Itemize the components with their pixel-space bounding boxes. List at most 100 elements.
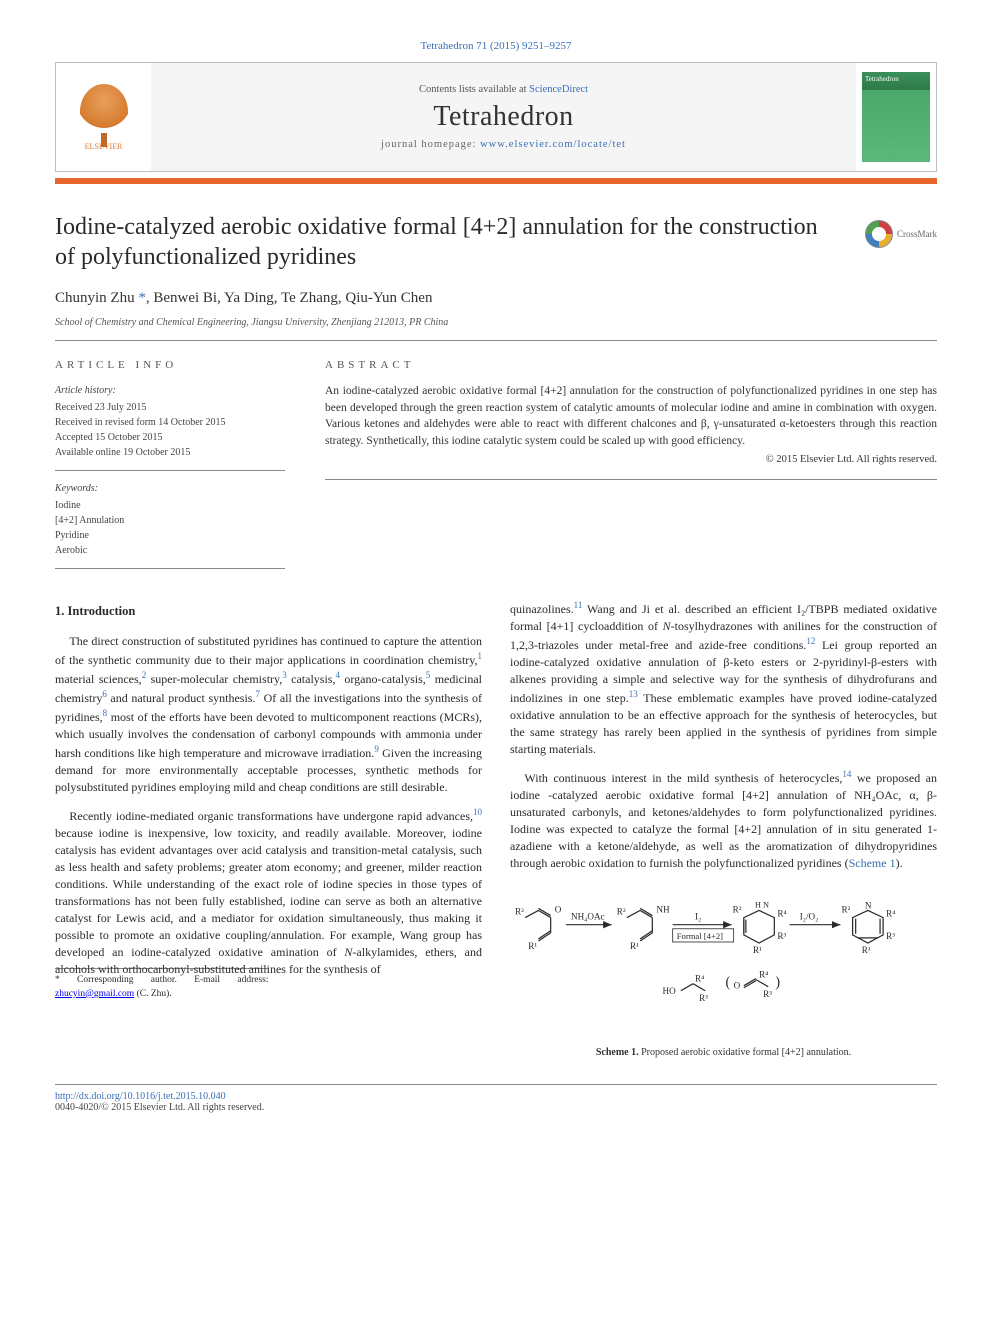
history-item: Received in revised form 14 October 2015 xyxy=(55,415,285,430)
sciencedirect-link[interactable]: ScienceDirect xyxy=(529,84,588,95)
keywords-title: Keywords: xyxy=(55,481,285,496)
svg-text:R²: R² xyxy=(515,907,524,917)
divider xyxy=(55,340,937,341)
affiliation: School of Chemistry and Chemical Enginee… xyxy=(55,317,937,328)
svg-text:HO: HO xyxy=(663,986,677,996)
journal-cover-thumb: Tetrahedron xyxy=(862,72,930,162)
svg-text:R²: R² xyxy=(733,905,742,915)
accent-bar xyxy=(55,178,937,184)
contents-line: Contents lists available at ScienceDirec… xyxy=(419,84,588,95)
authors-line: Chunyin Zhu *, Benwei Bi, Ya Ding, Te Zh… xyxy=(55,290,937,307)
keyword: Pyridine xyxy=(55,528,285,543)
svg-text:R³: R³ xyxy=(886,931,895,941)
arrow-1-label: NH₄OAc xyxy=(571,912,605,922)
svg-text:R³: R³ xyxy=(777,931,786,941)
ref-link-14[interactable]: 14 xyxy=(842,769,851,779)
ref-link-2[interactable]: 2 xyxy=(142,670,147,680)
homepage-line: journal homepage: www.elsevier.com/locat… xyxy=(381,139,626,150)
svg-text:R³: R³ xyxy=(699,993,708,1003)
svg-text:R¹: R¹ xyxy=(528,942,537,952)
abstract-label: abstract xyxy=(325,359,937,371)
scheme-1-svg: R² O R¹ NH₄OAc R² xyxy=(510,882,937,1035)
contents-prefix: Contents lists available at xyxy=(419,84,529,95)
elsevier-tree-icon xyxy=(80,84,128,139)
corr-email-link[interactable]: zhucyin@gmail.com xyxy=(55,989,134,999)
crossmark-label: CrossMark xyxy=(897,229,937,239)
scheme-1-link[interactable]: Scheme 1 xyxy=(849,856,896,870)
corr-tail: (C. Zhu). xyxy=(134,989,171,999)
svg-text:NH: NH xyxy=(656,905,670,915)
abstract-copyright: © 2015 Elsevier Ltd. All rights reserved… xyxy=(325,452,937,467)
corr-prefix: * Corresponding author. E-mail address: xyxy=(55,975,269,985)
page-footer: http://dx.doi.org/10.1016/j.tet.2015.10.… xyxy=(55,1084,937,1113)
svg-text:R¹: R¹ xyxy=(862,946,871,956)
author-1: Chunyin Zhu xyxy=(55,290,135,306)
ref-link-4[interactable]: 4 xyxy=(335,670,340,680)
citation-link[interactable]: Tetrahedron 71 (2015) 9251–9257 xyxy=(420,40,571,52)
body-paragraph: Recently iodine-mediated organic transfo… xyxy=(55,806,482,978)
svg-text:R⁴: R⁴ xyxy=(759,970,768,980)
svg-text:Formal [4+2]: Formal [4+2] xyxy=(677,931,723,941)
body-paragraph: With continuous interest in the mild syn… xyxy=(510,768,937,872)
svg-text:R¹: R¹ xyxy=(630,942,639,952)
journal-name: Tetrahedron xyxy=(433,101,573,133)
elsevier-logo: ELSEVIER xyxy=(69,75,139,160)
crossmark-badge[interactable]: CrossMark xyxy=(865,220,937,248)
ref-link-10[interactable]: 10 xyxy=(473,807,482,817)
ref-link-8[interactable]: 8 xyxy=(103,708,108,718)
ref-link-11[interactable]: 11 xyxy=(574,600,583,610)
svg-text:R²: R² xyxy=(617,907,626,917)
header-center: Contents lists available at ScienceDirec… xyxy=(151,63,856,171)
svg-text:(: ( xyxy=(726,975,731,991)
svg-text:O: O xyxy=(555,905,562,915)
ref-link-1[interactable]: 1 xyxy=(478,651,483,661)
ref-link-13[interactable]: 13 xyxy=(629,689,638,699)
keyword: Aerobic xyxy=(55,543,285,558)
history-item: Accepted 15 October 2015 xyxy=(55,430,285,445)
citation-line: Tetrahedron 71 (2015) 9251–9257 xyxy=(55,40,937,52)
svg-text:O: O xyxy=(734,981,741,991)
article-info-column: article info Article history: Received 2… xyxy=(55,359,285,569)
history-title: Article history: xyxy=(55,383,285,398)
issn-copyright: 0040-4020/© 2015 Elsevier Ltd. All right… xyxy=(55,1102,937,1113)
cover-title: Tetrahedron xyxy=(865,75,927,83)
homepage-prefix: journal homepage: xyxy=(381,139,480,150)
scheme-caption-bold: Scheme 1. xyxy=(596,1047,639,1058)
author-3: Ya Ding xyxy=(224,290,274,306)
homepage-link[interactable]: www.elsevier.com/locate/tet xyxy=(480,139,626,150)
journal-cover-cell: Tetrahedron xyxy=(856,63,936,171)
corresponding-marker[interactable]: * xyxy=(135,290,146,306)
ref-link-6[interactable]: 6 xyxy=(102,689,107,699)
svg-text:R¹: R¹ xyxy=(753,946,762,956)
abstract-column: abstract An iodine-catalyzed aerobic oxi… xyxy=(325,359,937,569)
article-info-label: article info xyxy=(55,359,285,371)
scheme-1-figure: R² O R¹ NH₄OAc R² xyxy=(510,882,937,1060)
svg-text:H: H xyxy=(755,901,761,910)
svg-text:): ) xyxy=(775,975,780,991)
body-paragraph: quinazolines.11 Wang and Ji et al. descr… xyxy=(510,599,937,758)
publisher-logo-cell: ELSEVIER xyxy=(56,63,151,171)
doi-link[interactable]: http://dx.doi.org/10.1016/j.tet.2015.10.… xyxy=(55,1091,226,1102)
keywords-block: Keywords: Iodine [4+2] Annulation Pyridi… xyxy=(55,481,285,569)
ref-link-5[interactable]: 5 xyxy=(426,670,431,680)
svg-text:R³: R³ xyxy=(763,989,772,999)
ref-link-12[interactable]: 12 xyxy=(806,636,815,646)
crossmark-icon xyxy=(865,220,893,248)
ref-link-3[interactable]: 3 xyxy=(282,670,287,680)
author-4: Te Zhang xyxy=(281,290,338,306)
ref-link-9[interactable]: 9 xyxy=(374,744,379,754)
abstract-text: An iodine-catalyzed aerobic oxidative fo… xyxy=(325,383,937,480)
svg-text:N: N xyxy=(763,901,769,910)
section-1-heading: 1. Introduction xyxy=(55,603,482,621)
keyword: [4+2] Annulation xyxy=(55,513,285,528)
abstract-body: An iodine-catalyzed aerobic oxidative fo… xyxy=(325,385,937,447)
svg-text:I₂/O₂: I₂/O₂ xyxy=(800,912,819,922)
body-columns: 1. Introduction The direct construction … xyxy=(55,599,937,1060)
author-2: Benwei Bi xyxy=(153,290,217,306)
svg-text:R⁴: R⁴ xyxy=(695,974,704,984)
scheme-caption-rest: Proposed aerobic oxidative formal [4+2] … xyxy=(639,1047,852,1058)
svg-text:R⁴: R⁴ xyxy=(886,909,895,919)
scheme-1-caption: Scheme 1. Proposed aerobic oxidative for… xyxy=(510,1046,937,1060)
ref-link-7[interactable]: 7 xyxy=(255,689,260,699)
svg-text:R²: R² xyxy=(841,905,850,915)
